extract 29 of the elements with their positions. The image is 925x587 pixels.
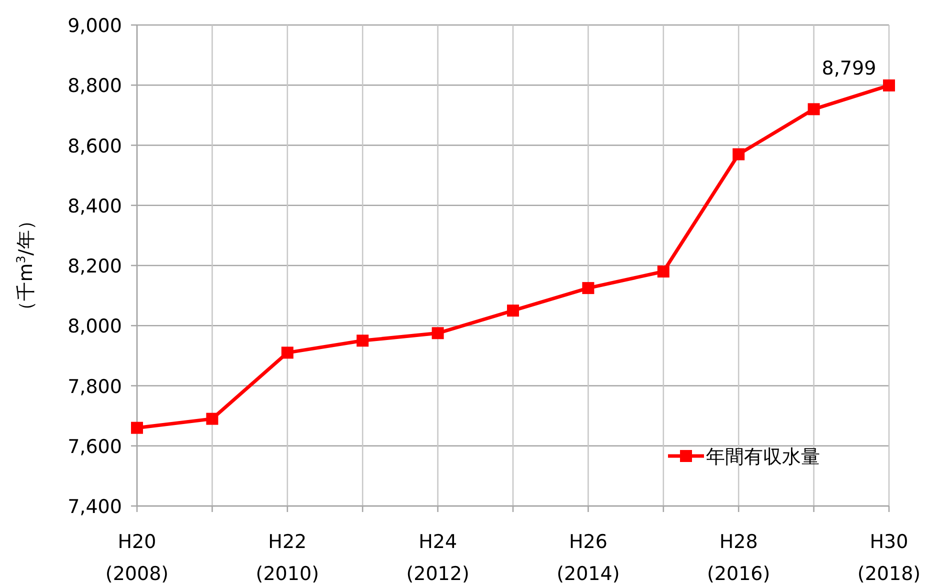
y-tick-label: 7,400 (68, 496, 122, 518)
point (432, 327, 444, 340)
point (657, 266, 670, 278)
point (206, 412, 218, 425)
point (582, 282, 594, 294)
point (131, 422, 143, 434)
point (281, 346, 294, 359)
point (732, 148, 745, 160)
x-tick-label: H24 (2012) (406, 531, 470, 585)
x-tick-label: H30 (2018) (857, 531, 921, 585)
point (808, 103, 820, 116)
y-tick-label: 8,000 (68, 316, 122, 338)
legend: 年間有収水量 (668, 446, 820, 468)
point (883, 79, 895, 92)
point (356, 334, 369, 347)
y-tick-label: 8,600 (68, 135, 122, 158)
y-tick-label: 7,600 (68, 436, 122, 458)
y-tick-label: 7,800 (68, 376, 122, 398)
data-label: 8,799 (822, 57, 876, 80)
legend-label: 年間有収水量 (706, 446, 820, 468)
x-tick-label: H26 (2014) (556, 531, 620, 585)
x-tick-label: H28 (2016) (707, 531, 770, 585)
x-tick-label: H22 (2010) (256, 531, 319, 585)
y-tick-label: 9,000 (68, 15, 122, 37)
y-tick-label: 8,800 (68, 75, 122, 98)
x-tick-label: H20 (2008) (105, 531, 169, 585)
y-tick-label: 8,400 (68, 195, 122, 218)
y-tick-label: 8,200 (68, 256, 122, 278)
point (507, 304, 519, 317)
